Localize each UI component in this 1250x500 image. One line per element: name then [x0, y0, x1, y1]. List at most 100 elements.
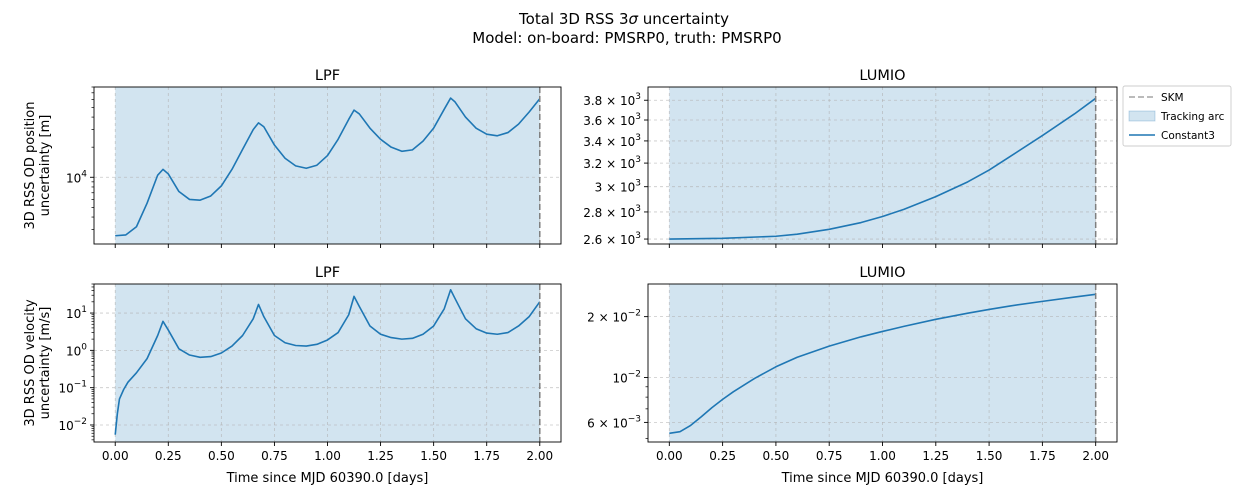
data-point	[829, 229, 830, 230]
data-point	[221, 352, 222, 353]
ytick-label-0: 2.6 × 103	[583, 231, 641, 247]
y-axis-label: 3D RSS OD positionuncertainty [m]	[23, 102, 53, 230]
data-point	[210, 195, 211, 196]
data-point	[1074, 113, 1075, 114]
data-point	[380, 334, 381, 335]
ytick-label-1: 10−1	[58, 380, 87, 396]
data-point	[412, 149, 413, 150]
data-point	[359, 306, 360, 307]
data-point	[178, 191, 179, 192]
data-point	[263, 126, 264, 127]
data-point	[797, 234, 798, 235]
xtick-label-3: 0.75	[816, 449, 843, 463]
data-point	[117, 413, 118, 414]
data-point	[722, 238, 723, 239]
data-point	[401, 151, 402, 152]
data-point	[306, 346, 307, 347]
data-point	[189, 199, 190, 200]
data-point	[125, 234, 126, 235]
data-point	[444, 308, 445, 309]
data-point	[475, 128, 476, 129]
panel-1: 104 LPF 3D RSS OD positionuncertainty [m]	[23, 68, 562, 248]
data-point	[380, 139, 381, 140]
panel-2: 2.6 × 103 2.8 × 103 3 × 103 3.2 × 103 3.4 × …	[583, 68, 1118, 248]
panel-title: LPF	[315, 68, 340, 84]
figure-title-line2: Model: on-board: PMSRP0, truth: PMSRP0	[472, 29, 781, 47]
data-point	[327, 339, 328, 340]
data-point	[529, 316, 530, 317]
data-point	[797, 357, 798, 358]
data-point	[486, 333, 487, 334]
panel-3: 0.00 0.25 0.50 0.75 1.00 1.25 1.50 1.75 2.00 10−2…	[23, 265, 562, 486]
data-point	[722, 399, 723, 400]
xtick-label-6: 1.50	[420, 449, 447, 463]
data-point	[115, 235, 116, 236]
data-point	[338, 332, 339, 333]
data-point	[935, 196, 936, 197]
data-point	[162, 169, 163, 170]
data-point	[669, 433, 670, 434]
panel-title: LUMIO	[859, 265, 905, 281]
x-axis-label: Time since MJD 60390.0 [days]	[226, 471, 429, 486]
ytick-label-3: 101	[66, 305, 87, 321]
figure-title-suffix: uncertainty	[638, 10, 729, 28]
data-point	[242, 335, 243, 336]
xtick-label-8: 2.00	[526, 449, 553, 463]
data-point	[882, 216, 883, 217]
xtick-label-5: 1.25	[922, 449, 949, 463]
ytick-label-2: 3 × 103	[595, 179, 641, 195]
data-point	[450, 289, 451, 290]
data-point	[189, 354, 190, 355]
data-point	[433, 128, 434, 129]
data-point	[775, 366, 776, 367]
legend-label: Tracking arc	[1160, 111, 1225, 123]
data-point	[1042, 135, 1043, 136]
data-point	[231, 169, 232, 170]
data-point	[136, 226, 137, 227]
data-point	[711, 407, 712, 408]
data-point	[935, 319, 936, 320]
data-point	[146, 203, 147, 204]
xtick-label-7: 1.75	[473, 449, 500, 463]
data-point	[242, 149, 243, 150]
data-point	[861, 222, 862, 223]
data-point	[115, 434, 116, 435]
xtick-label-8: 2.00	[1082, 449, 1109, 463]
data-point	[967, 313, 968, 314]
data-point	[316, 344, 317, 345]
data-point	[1010, 156, 1011, 157]
data-point	[348, 314, 349, 315]
panel-title: LUMIO	[859, 68, 905, 84]
legend-swatch-tracking-arc	[1128, 110, 1156, 122]
data-point	[200, 357, 201, 358]
data-point	[391, 337, 392, 338]
series-line-constant3	[669, 97, 1097, 240]
ytick-label-3: 3.2 × 103	[583, 155, 641, 171]
data-point	[450, 97, 451, 98]
xtick-label-4: 1.00	[314, 449, 341, 463]
data-point	[353, 296, 354, 297]
data-point	[829, 346, 830, 347]
ytick-label-2: 2 × 10−2	[587, 309, 641, 325]
series-line-constant3	[669, 293, 1096, 435]
ytick-label-0: 6 × 10−3	[587, 414, 641, 430]
data-point	[486, 134, 487, 135]
figure-title-sigma: σ	[629, 10, 639, 28]
data-point	[157, 175, 158, 176]
data-point	[775, 236, 776, 237]
data-point	[690, 425, 691, 426]
data-point	[669, 238, 670, 239]
data-point	[401, 339, 402, 340]
data-point	[733, 391, 734, 392]
data-point	[263, 316, 264, 317]
data-point	[497, 334, 498, 335]
xtick-label-1: 0.25	[155, 449, 182, 463]
legend-frame	[1122, 85, 1232, 147]
data-point	[369, 325, 370, 326]
xtick-label-0: 0.00	[656, 449, 683, 463]
data-point	[507, 132, 508, 133]
data-point	[178, 348, 179, 349]
data-point	[136, 372, 137, 373]
xtick-label-5: 1.25	[367, 449, 394, 463]
